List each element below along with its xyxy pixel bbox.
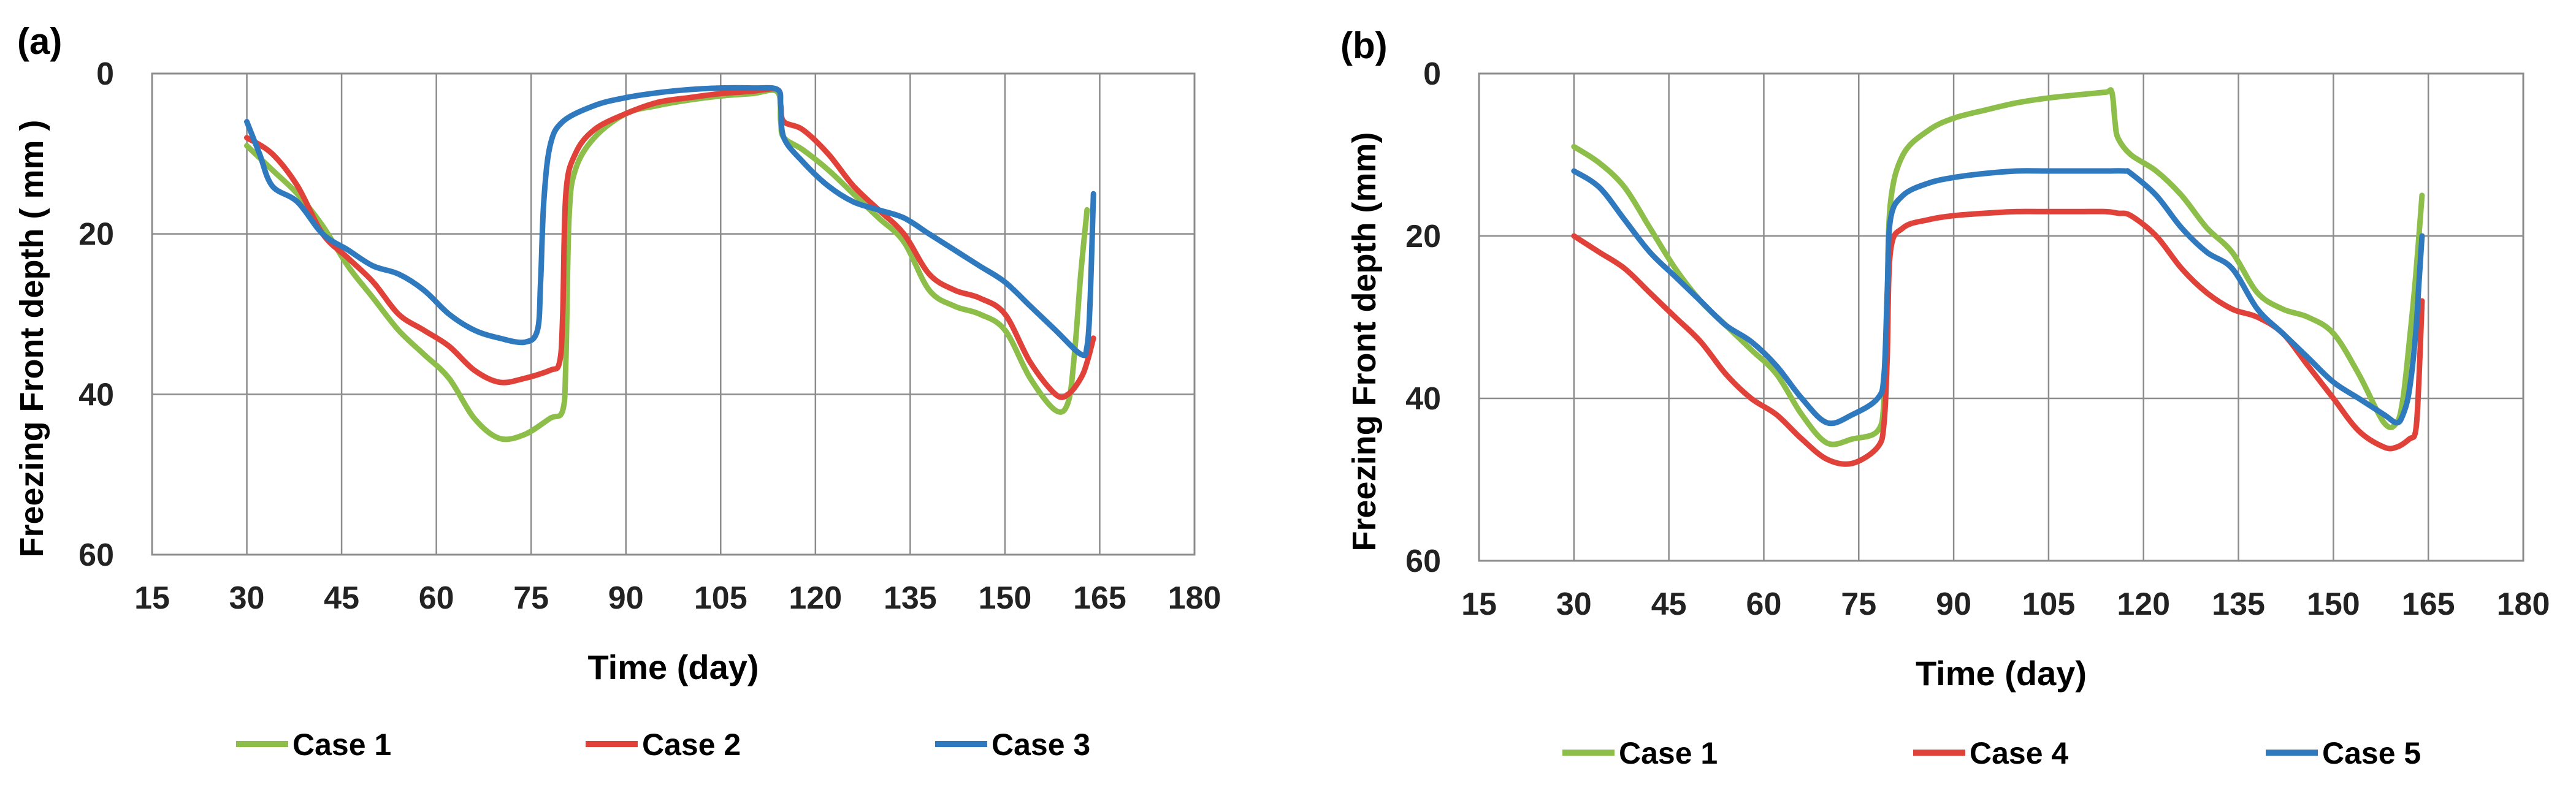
x-tick-label: 150 — [979, 580, 1032, 616]
series-line — [1571, 208, 2425, 467]
y-tick-label: 60 — [78, 537, 114, 573]
x-tick-label: 15 — [134, 580, 170, 616]
y-tick-label: 0 — [96, 56, 114, 92]
plot-area — [151, 72, 1196, 556]
x-tick-label: 75 — [513, 580, 549, 616]
series-line — [1571, 168, 2425, 427]
y-tick-label: 20 — [78, 217, 114, 253]
y-axis-title: Freezing Front depth (mm) — [1346, 132, 1383, 552]
x-tick-label: 135 — [884, 580, 937, 616]
x-tick-label: 120 — [789, 580, 842, 616]
panel-label: (b) — [1340, 25, 1388, 66]
series-line — [244, 85, 1096, 359]
y-tick-label: 60 — [1405, 544, 1441, 579]
legend-label: Case 3 — [992, 727, 1090, 762]
chart-panel-a: 15 30 45 60 75 90 105 120 135 150 165 180 0 20 40 60 (a)… — [13, 21, 1221, 762]
y-axis-title: Freezing Front depth ( mm ) — [13, 120, 50, 558]
x-tick-label: 105 — [2022, 587, 2076, 622]
x-tick-label: 30 — [1556, 587, 1592, 622]
panel-label: (a) — [17, 21, 62, 62]
x-tick-label: 30 — [229, 580, 265, 616]
x-tick-label: 105 — [694, 580, 747, 616]
legend-label: Case 2 — [642, 727, 741, 762]
x-tick-label: 60 — [419, 580, 454, 616]
x-tick-label: 180 — [1168, 580, 1221, 616]
plot-area — [1478, 72, 2524, 562]
x-tick-label: 90 — [1936, 587, 1971, 622]
x-tick-label: 60 — [1746, 587, 1782, 622]
legend-label: Case 5 — [2322, 736, 2421, 770]
x-tick-label: 165 — [1073, 580, 1126, 616]
x-tick-label: 45 — [1651, 587, 1687, 622]
x-axis-title: Time (day) — [1916, 654, 2087, 693]
y-tick-label: 20 — [1405, 219, 1441, 254]
x-tick-label: 180 — [2497, 587, 2550, 622]
x-tick-label: 120 — [2117, 587, 2170, 622]
series-line — [1571, 87, 2425, 447]
y-tick-label: 40 — [1405, 381, 1441, 417]
x-tick-label: 135 — [2212, 587, 2265, 622]
x-tick-label: 150 — [2307, 587, 2360, 622]
y-tick-label: 0 — [1423, 56, 1441, 92]
x-tick-label: 75 — [1841, 587, 1876, 622]
chart-panel-b: 15 30 45 60 75 90 105 120 135 150 165 180 0 20 40 60 (b)… — [1340, 25, 2550, 770]
x-tick-label: 90 — [608, 580, 644, 616]
x-tick-label: 165 — [2402, 587, 2455, 622]
x-axis-title: Time (day) — [587, 648, 759, 686]
legend-label: Case 1 — [292, 727, 391, 762]
legend-label: Case 4 — [1970, 736, 2068, 770]
series-line — [244, 86, 1096, 400]
legend-label: Case 1 — [1619, 736, 1718, 770]
y-tick-label: 40 — [78, 377, 114, 412]
x-tick-label: 45 — [324, 580, 359, 616]
x-tick-label: 15 — [1461, 587, 1497, 622]
